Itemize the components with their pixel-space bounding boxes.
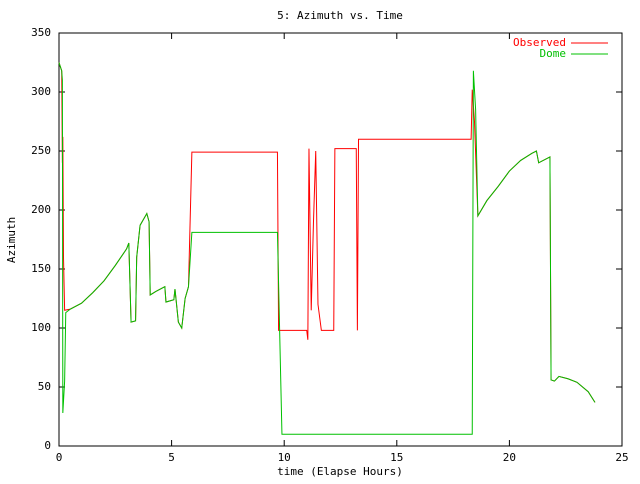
plot-frame bbox=[58, 32, 623, 447]
y-tick-label: 250 bbox=[31, 144, 51, 157]
x-tick-label: 20 bbox=[503, 451, 516, 464]
y-tick-label: 0 bbox=[44, 439, 51, 452]
x-tick-label: 15 bbox=[390, 451, 403, 464]
data-line bbox=[58, 62, 596, 435]
y-tick-label: 150 bbox=[31, 262, 51, 275]
y-tick-label: 300 bbox=[31, 85, 51, 98]
y-tick-label: 350 bbox=[31, 26, 51, 39]
chart-title: 5: Azimuth vs. Time bbox=[277, 9, 403, 22]
legend-label: Dome bbox=[540, 47, 567, 60]
y-tick-label: 100 bbox=[31, 321, 51, 334]
x-tick-label: 10 bbox=[278, 451, 291, 464]
x-axis-label: time (Elapse Hours) bbox=[277, 465, 403, 478]
y-tick-label: 50 bbox=[38, 380, 51, 393]
x-tick-label: 5 bbox=[168, 451, 175, 464]
x-tick-label: 0 bbox=[56, 451, 63, 464]
legend-label: Observed bbox=[513, 36, 566, 49]
x-tick-label: 25 bbox=[615, 451, 628, 464]
y-tick-label: 200 bbox=[31, 203, 51, 216]
y-axis-label: Azimuth bbox=[5, 217, 18, 263]
